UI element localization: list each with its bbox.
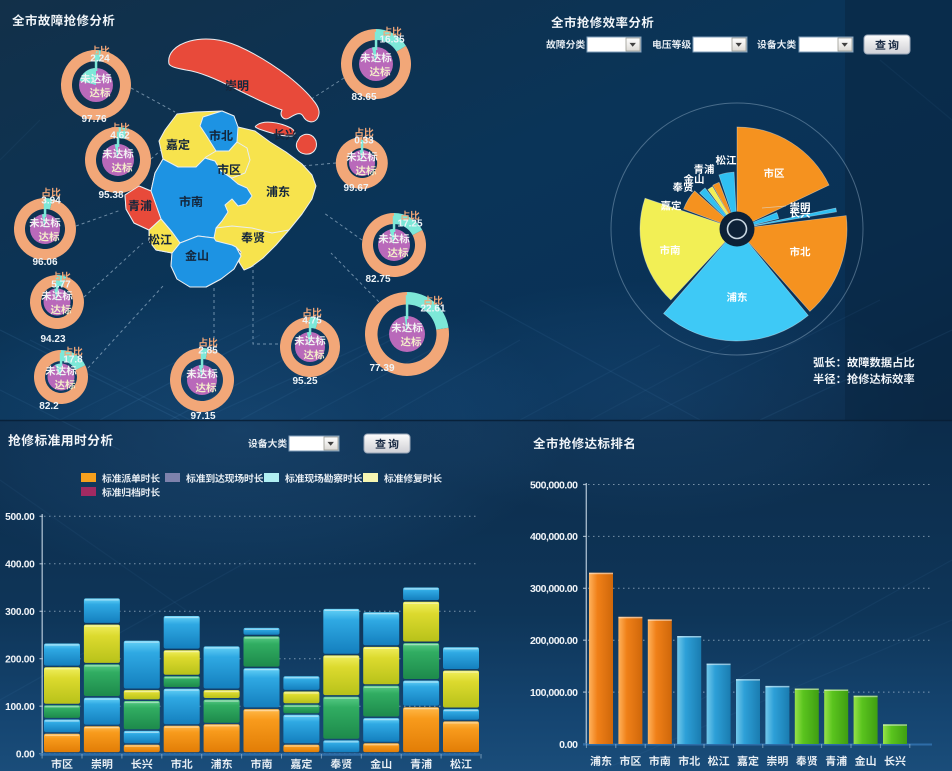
svg-text:400,000.00: 400,000.00 <box>530 531 578 543</box>
svg-text:4.75: 4.75 <box>302 316 322 327</box>
svg-text:300.00: 300.00 <box>5 607 35 618</box>
svg-text:0.33: 0.33 <box>354 136 374 147</box>
svg-text:82.2: 82.2 <box>39 401 59 412</box>
svg-text:17.25: 17.25 <box>397 219 422 230</box>
svg-text:82.75: 82.75 <box>365 274 390 285</box>
svg-text:95.25: 95.25 <box>292 376 317 387</box>
svg-text:97.15: 97.15 <box>190 411 215 422</box>
svg-text:2.24: 2.24 <box>90 54 110 65</box>
svg-text:94.23: 94.23 <box>40 334 65 345</box>
svg-text:500.00: 500.00 <box>5 512 35 523</box>
svg-text:3.94: 3.94 <box>41 196 61 207</box>
svg-text:77.39: 77.39 <box>369 363 394 374</box>
svg-text:400.00: 400.00 <box>5 560 35 571</box>
svg-text:200,000.00: 200,000.00 <box>530 635 578 647</box>
svg-text:100,000.00: 100,000.00 <box>530 687 578 699</box>
svg-text:100.00: 100.00 <box>5 702 35 713</box>
svg-text:0.00: 0.00 <box>559 739 578 751</box>
svg-text:95.38: 95.38 <box>98 190 123 201</box>
svg-text:16.35: 16.35 <box>379 35 404 46</box>
svg-text:300,000.00: 300,000.00 <box>530 583 578 595</box>
svg-text:97.76: 97.76 <box>81 114 106 125</box>
svg-text:96.06: 96.06 <box>32 257 57 268</box>
svg-text:2.85: 2.85 <box>198 346 218 357</box>
svg-text:500,000.00: 500,000.00 <box>530 479 578 491</box>
svg-text:22.61: 22.61 <box>420 304 445 315</box>
svg-text:0.00: 0.00 <box>16 750 35 761</box>
svg-text:99.67: 99.67 <box>343 183 368 194</box>
svg-text:4.62: 4.62 <box>110 131 130 142</box>
svg-text:5.77: 5.77 <box>51 280 71 291</box>
svg-text:17.8: 17.8 <box>63 355 83 366</box>
svg-text:200.00: 200.00 <box>5 655 35 666</box>
svg-text:83.65: 83.65 <box>351 92 376 103</box>
